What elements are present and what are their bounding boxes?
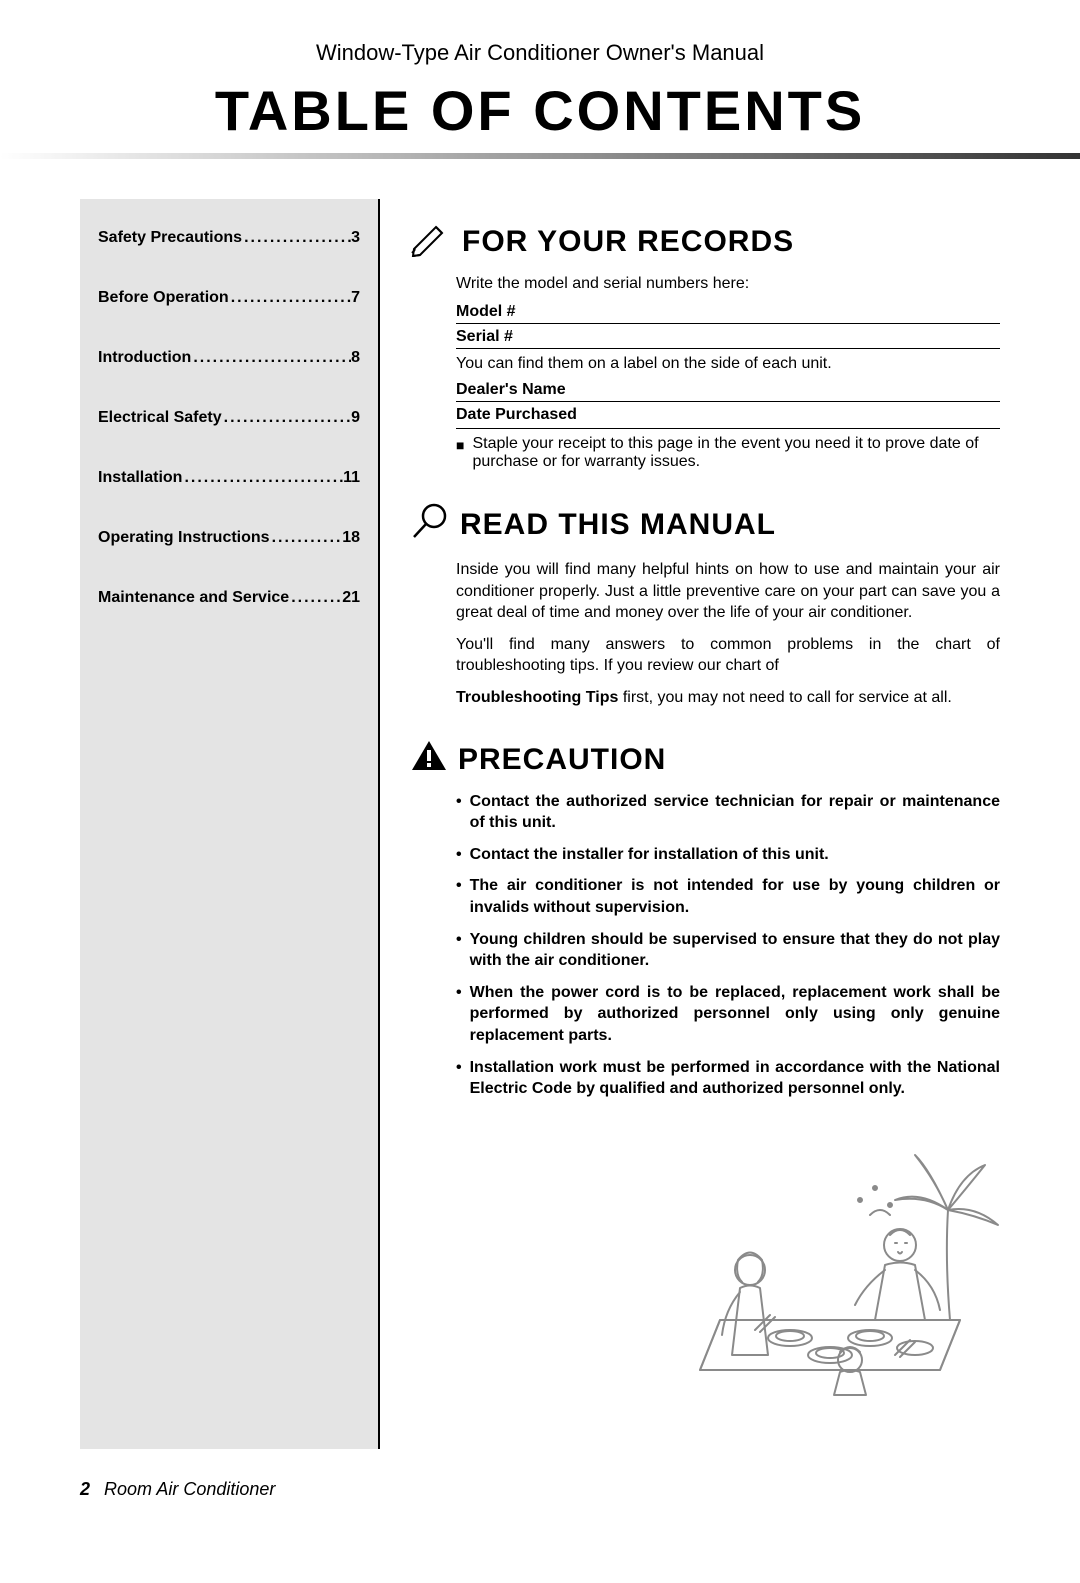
precaution-item: Young children should be supervised to e… (456, 929, 1000, 972)
page-footer: 2 Room Air Conditioner (80, 1479, 1000, 1500)
dealer-field: Dealer's Name (456, 377, 1000, 402)
manual-p3-bold: Troubleshooting Tips (456, 689, 618, 706)
precaution-text: Contact the installer for installation o… (470, 844, 829, 866)
toc-dots (242, 229, 351, 247)
find-note: You can find them on a label on the side… (456, 349, 1000, 377)
toc-item: Operating Instructions 18 (98, 529, 360, 547)
manual-p3-rest: first, you may not need to call for serv… (618, 689, 951, 706)
precaution-heading-text: PRECAUTION (458, 743, 666, 777)
toc-label: Electrical Safety (98, 409, 222, 427)
manual-p2: You'll find many answers to common probl… (456, 634, 1000, 677)
manual-body: Inside you will find many helpful hints … (410, 559, 1000, 709)
precaution-text: When the power cord is to be replaced, r… (470, 982, 1000, 1047)
toc-label: Before Operation (98, 289, 229, 307)
records-heading-text: FOR YOUR RECORDS (462, 225, 794, 259)
right-column: FOR YOUR RECORDS Write the model and ser… (380, 199, 1000, 1449)
toc-page: 8 (351, 349, 360, 367)
toc-page: 18 (342, 529, 360, 547)
precaution-text: Contact the authorized service technicia… (470, 791, 1000, 834)
manual-heading-text: READ THIS MANUAL (460, 508, 776, 542)
records-intro: Write the model and serial numbers here: (456, 275, 1000, 293)
serial-field: Serial # (456, 324, 1000, 349)
toc-item: Electrical Safety 9 (98, 409, 360, 427)
toc-label: Maintenance and Service (98, 589, 289, 607)
precaution-text: Young children should be supervised to e… (470, 929, 1000, 972)
precaution-item: Contact the installer for installation o… (456, 844, 1000, 866)
toc-page: 7 (351, 289, 360, 307)
manual-p3: Troubleshooting Tips first, you may not … (456, 687, 1000, 709)
magnifier-icon (410, 501, 450, 549)
toc-label: Safety Precautions (98, 229, 242, 247)
page-title: TABLE OF CONTENTS (80, 78, 1000, 143)
staple-note-row: ■ Staple your receipt to this page in th… (456, 428, 1000, 471)
title-divider (0, 153, 1080, 159)
manual-p1: Inside you will find many helpful hints … (456, 559, 1000, 624)
precaution-heading: PRECAUTION (410, 739, 1000, 781)
precaution-item: The air conditioner is not intended for … (456, 875, 1000, 918)
toc-dots (229, 289, 351, 307)
manual-heading: READ THIS MANUAL (410, 501, 1000, 549)
header-subtitle: Window-Type Air Conditioner Owner's Manu… (80, 40, 1000, 66)
square-bullet-icon: ■ (456, 435, 464, 471)
precaution-item: When the power cord is to be replaced, r… (456, 982, 1000, 1047)
pencil-icon (410, 219, 452, 265)
manual-page: Window-Type Air Conditioner Owner's Manu… (0, 0, 1080, 1530)
toc-page: 3 (351, 229, 360, 247)
toc-item: Introduction 8 (98, 349, 360, 367)
footer-label: Room Air Conditioner (104, 1479, 275, 1500)
toc-dots (270, 529, 343, 547)
precaution-text: The air conditioner is not intended for … (470, 875, 1000, 918)
precaution-text: Installation work must be performed in a… (470, 1057, 1000, 1100)
model-field: Model # (456, 299, 1000, 324)
date-field: Date Purchased (456, 402, 1000, 426)
toc-label: Installation (98, 469, 182, 487)
toc-item: Maintenance and Service 21 (98, 589, 360, 607)
family-illustration (456, 1120, 1000, 1400)
precaution-item: Contact the authorized service technicia… (456, 791, 1000, 834)
toc-dots (182, 469, 343, 487)
toc-label: Introduction (98, 349, 191, 367)
warning-icon (410, 739, 448, 781)
records-heading: FOR YOUR RECORDS (410, 219, 1000, 265)
toc-item: Installation 11 (98, 469, 360, 487)
toc-panel: Safety Precautions 3 Before Operation 7 … (80, 199, 380, 1449)
toc-page: 9 (351, 409, 360, 427)
toc-page: 21 (342, 589, 360, 607)
toc-item: Safety Precautions 3 (98, 229, 360, 247)
toc-item: Before Operation 7 (98, 289, 360, 307)
staple-note: Staple your receipt to this page in the … (472, 435, 1000, 471)
toc-dots (191, 349, 351, 367)
precaution-body: Contact the authorized service technicia… (410, 791, 1000, 1400)
precaution-list: Contact the authorized service technicia… (456, 791, 1000, 1100)
precaution-item: Installation work must be performed in a… (456, 1057, 1000, 1100)
records-body: Write the model and serial numbers here:… (410, 275, 1000, 471)
footer-page-number: 2 (80, 1479, 90, 1500)
toc-page: 11 (343, 469, 360, 487)
toc-dots (289, 589, 342, 607)
toc-dots (222, 409, 351, 427)
toc-label: Operating Instructions (98, 529, 270, 547)
content-row: Safety Precautions 3 Before Operation 7 … (80, 199, 1000, 1449)
